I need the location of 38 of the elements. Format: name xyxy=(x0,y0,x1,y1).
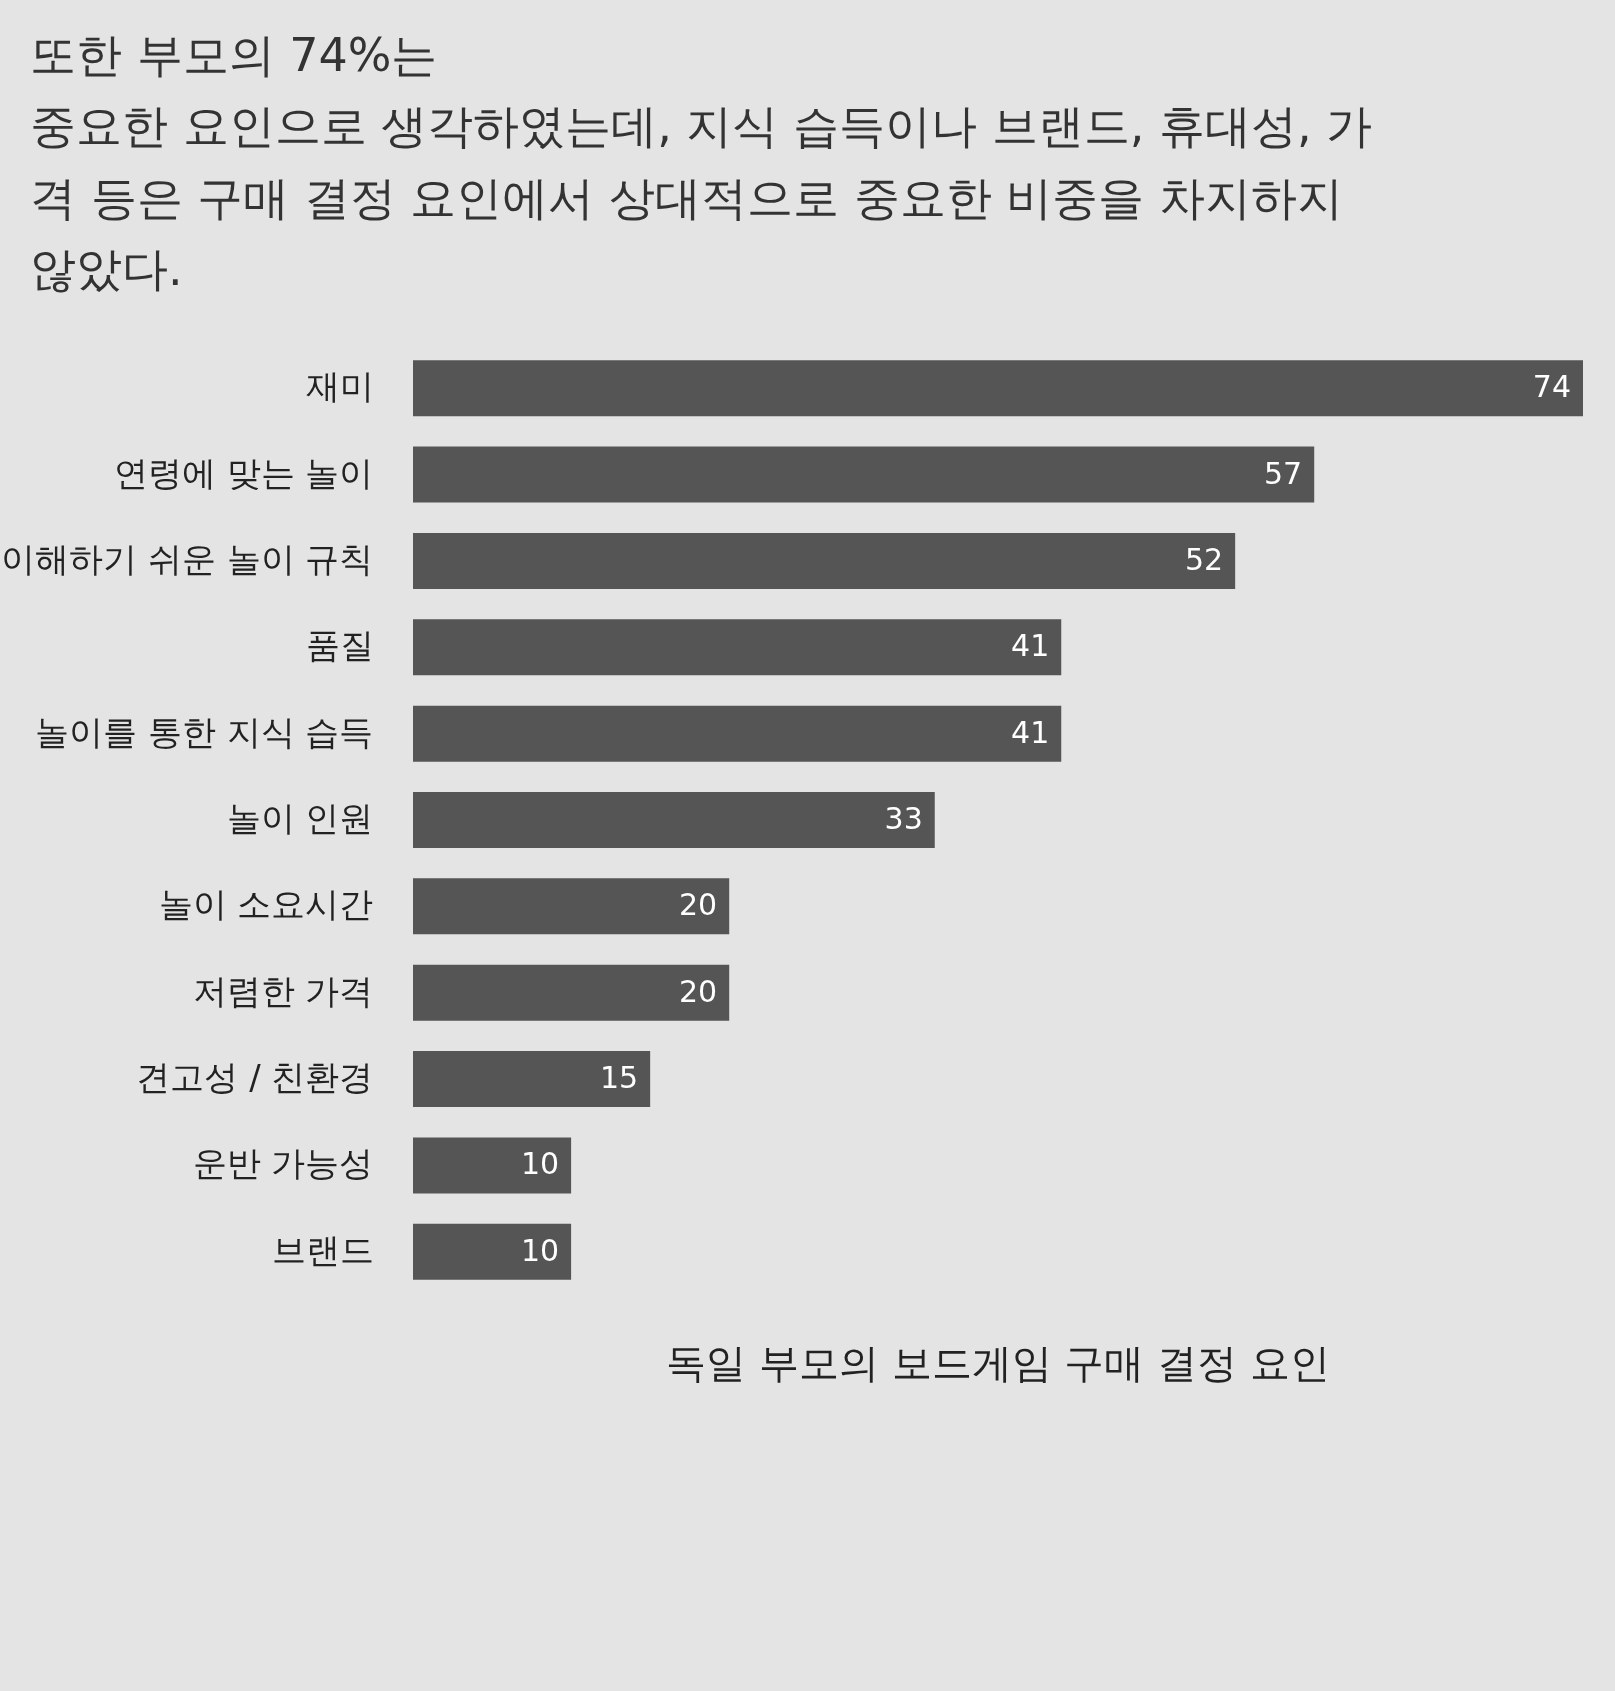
y-tick-label: 견고성 / 친환경 xyxy=(136,1057,374,1098)
bar xyxy=(413,705,1062,762)
bar xyxy=(413,792,935,849)
bar xyxy=(413,360,1583,417)
data-label: 20 xyxy=(679,887,718,923)
text: 중요한 요인으로 생각하였는데, 지식 습득이나 브랜드, 휴대성, 가 xyxy=(30,98,1374,156)
bar xyxy=(413,964,730,1021)
y-tick-label: 연령에 맞는 놀이 xyxy=(113,452,374,493)
y-tick-label: 놀이를 통한 지식 습득 xyxy=(35,711,374,752)
bar xyxy=(413,878,730,935)
data-label: 10 xyxy=(520,1233,560,1269)
data-label: 10 xyxy=(520,1146,560,1182)
y-tick-label: 브랜드 xyxy=(271,1230,374,1271)
text: 독일 부모의 보드게임 구매 결정 요인 xyxy=(666,1340,1330,1387)
y-tick-label: 운반 가능성 xyxy=(192,1143,374,1184)
bar xyxy=(413,1051,651,1108)
data-label: 33 xyxy=(884,801,923,837)
text: 격 등은 구매 결정 요인에서 상대적으로 중요한 비중을 차지하지 xyxy=(30,169,1344,227)
data-label: 15 xyxy=(599,1060,639,1096)
bar xyxy=(413,1137,572,1194)
data-label: 41 xyxy=(1011,628,1050,664)
data-label: 74 xyxy=(1532,369,1571,405)
data-label: 20 xyxy=(679,973,718,1009)
y-tick-label: 품질 xyxy=(305,625,374,666)
y-tick-label: 놀이 소요시간 xyxy=(158,884,374,925)
data-label: 52 xyxy=(1184,542,1224,578)
text: 또한 부모의 74%는 xyxy=(30,27,439,84)
bar xyxy=(413,619,1062,676)
bar xyxy=(413,446,1315,503)
data-label: 57 xyxy=(1264,455,1303,491)
data-label: 41 xyxy=(1011,714,1050,750)
y-tick-label: 이해하기 쉬운 놀이 규칙 xyxy=(1,539,374,580)
text: 않았다. xyxy=(30,240,184,298)
bar xyxy=(413,533,1236,590)
bar xyxy=(413,1224,572,1281)
y-tick-label: 저렴한 가격 xyxy=(192,970,374,1011)
y-tick-label: 재미 xyxy=(305,366,374,407)
y-tick-label: 놀이 인원 xyxy=(226,798,374,839)
